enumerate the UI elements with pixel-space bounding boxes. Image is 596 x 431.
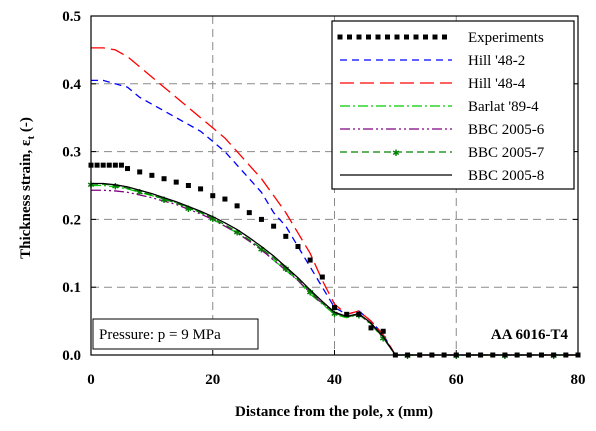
series-marker-bbc-2005-7: ✱ (112, 182, 120, 192)
series-marker-bbc-2005-7: ✱ (185, 204, 193, 214)
pressure-annotation-box (92, 318, 259, 350)
y-tick-label: 0.0 (62, 348, 81, 364)
legend-star-bbc-2005-7: ✱ (392, 148, 400, 158)
experiment-point (125, 166, 131, 172)
series-marker-bbc-2005-7: ✱ (379, 333, 387, 343)
x-tick-label: 20 (205, 372, 220, 388)
y-axis-label: Thickness strain, εt (-) (18, 117, 37, 259)
material-annotation: AA 6016-T4 (491, 327, 569, 343)
legend-swatch-experiments (432, 34, 438, 40)
legend-label-barlat-89-4: Barlat '89-4 (468, 99, 539, 115)
y-tick-label: 0.2 (62, 212, 81, 228)
experiment-point (222, 196, 228, 202)
axes (90, 15, 579, 356)
series-marker-bbc-2005-7: ✱ (209, 214, 217, 224)
legend-swatch-experiments (394, 34, 400, 40)
experiment-point (380, 328, 386, 334)
legend-swatch-experiments (404, 34, 409, 40)
experiment-point (368, 325, 374, 331)
legend-swatch-experiments (442, 34, 447, 40)
experiment-point (307, 257, 313, 263)
y-axis-label-main: Thickness strain, ε (18, 139, 34, 259)
experiment-point (118, 162, 124, 168)
tick-labels: 0.0 0.1 0.2 0.3 0.4 0.5 0 20 40 60 80 (62, 9, 585, 388)
experiment-point (319, 274, 325, 280)
pressure-annotation: Pressure: p = 9 MPa (99, 327, 221, 343)
legend-swatch-experiments (337, 34, 343, 40)
experiment-point (185, 183, 191, 188)
experiment-point (161, 176, 167, 182)
x-tick-label: 40 (327, 372, 342, 388)
legend-swatch-experiments (356, 34, 362, 40)
experiment-point (106, 162, 112, 168)
experiment-point (137, 169, 143, 175)
experiment-point (210, 193, 216, 199)
y-tick-label: 0.1 (62, 280, 81, 296)
experiment-point (149, 172, 155, 178)
x-axis-label: Distance from the pole, x (mm) (235, 404, 433, 420)
y-tick-label: 0.3 (62, 145, 81, 161)
legend-swatch-experiments (375, 34, 381, 40)
legend-swatch-experiments (366, 34, 371, 40)
legend: Experiments Hill '48-2 Hill '48-4 Barlat '8… (331, 20, 575, 190)
experiment-point (100, 162, 106, 168)
series-marker-bbc-2005-7: ✱ (306, 287, 314, 297)
x-tick-label: 60 (449, 372, 464, 388)
y-tick-label: 0.5 (62, 9, 81, 25)
legend-swatch-experiments (385, 34, 390, 40)
legend-label-bbc-2005-8: BBC 2005-8 (468, 168, 544, 184)
x-tick-label: 80 (571, 372, 586, 388)
experiment-point (295, 244, 301, 250)
experiment-point (271, 223, 277, 229)
series-marker-bbc-2005-7: ✱ (331, 309, 339, 319)
x-tick-label: 0 (87, 372, 95, 388)
legend-swatch-experiments (423, 34, 428, 40)
annotations: Pressure: p = 9 MPa AA 6016-T4 (92, 318, 569, 350)
experiment-point (94, 162, 100, 168)
series-marker-bbc-2005-7: ✱ (136, 188, 144, 198)
y-axis-label-sub: t (25, 136, 37, 140)
legend-label-hill-48-4: Hill '48-4 (468, 76, 526, 92)
legend-label-bbc-2005-6: BBC 2005-6 (468, 122, 545, 138)
legend-label-hill-48-2: Hill '48-2 (468, 53, 525, 69)
experiment-point (344, 311, 350, 317)
y-axis-label-unit: (-) (18, 117, 34, 136)
series-marker-bbc-2005-7: ✱ (282, 264, 290, 274)
experiment-point (283, 233, 289, 239)
experiment-point (112, 162, 118, 168)
series-marker-bbc-2005-7: ✱ (233, 228, 241, 238)
legend-label-experiments: Experiments (468, 30, 544, 46)
experiment-point (234, 203, 240, 209)
series-marker-bbc-2005-7: ✱ (160, 195, 168, 205)
experiment-point (246, 210, 252, 216)
experiment-point (198, 186, 204, 192)
legend-swatch-experiments (413, 34, 419, 40)
legend-swatch-experiments (347, 34, 352, 40)
y-tick-label: 0.4 (62, 77, 81, 93)
legend-label-bbc-2005-7: BBC 2005-7 (468, 145, 545, 161)
experiment-point (173, 179, 179, 185)
legend-box (331, 20, 575, 190)
experiment-point (258, 216, 264, 222)
experiment-point (332, 305, 337, 311)
experiment-point (356, 311, 362, 317)
series-line-hill-48-2 (91, 79, 578, 356)
series-marker-bbc-2005-7: ✱ (258, 245, 266, 255)
